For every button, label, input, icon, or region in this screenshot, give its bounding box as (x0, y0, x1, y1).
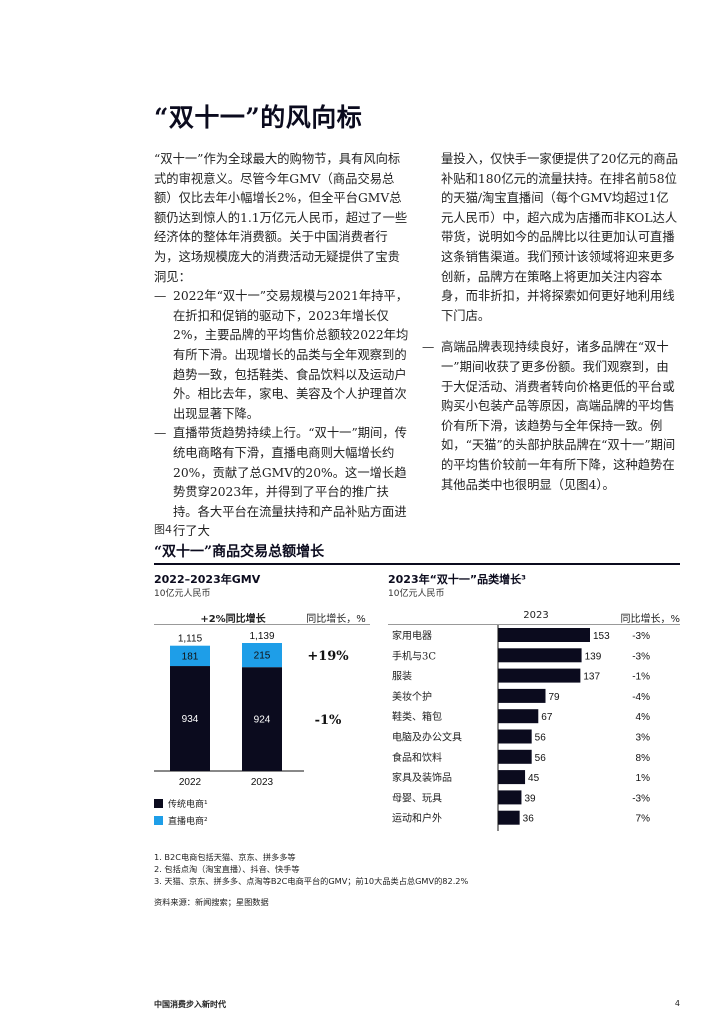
legend-swatch-livestream (154, 816, 163, 825)
category-header-rule (388, 624, 680, 625)
bullet-dash: — (154, 289, 167, 304)
category-value-label: 137 (583, 672, 600, 683)
footnote-3: 3. 天猫、京东、拼多多、点淘等B2C电商平台的GMV；前10大品类占总GMV的… (154, 876, 469, 886)
bullet-dash: — (422, 340, 435, 355)
gmv-total-label: 1,139 (249, 631, 274, 642)
gmv-yoy-value: -1% (315, 713, 342, 728)
gmv-x-tick-label: 2022 (178, 777, 202, 788)
gmv-bar-segment (242, 643, 282, 668)
source-note: 资料来源：新闻搜索；星图数据 (154, 897, 269, 907)
bullet-item: — 高端品牌表现持续良好，诸多品牌在“双十一”期间收获了更多份额。我们观察到，由于… (422, 338, 680, 495)
gmv-chart: 934 181 1,115 924 215 1,139 -1% +19% 2022 2023 (154, 625, 370, 788)
category-value-label: 36 (523, 814, 535, 825)
figure-label: 图4 (154, 523, 172, 536)
category-bar (498, 729, 532, 744)
gmv-header-rule (154, 624, 370, 625)
bullet-text: 高端品牌表现持续良好，诸多品牌在“双十一”期间收获了更多份额。我们观察到，由于大… (441, 340, 676, 492)
continued-paragraph: 量投入，仅快手一家便提供了20亿元的商品补贴和180亿元的流量扶持。在排名前58… (441, 152, 678, 323)
gmv-x-tick-label: 2023 (250, 777, 274, 788)
category-bar (498, 648, 582, 663)
category-yoy-value: 4% (636, 712, 651, 723)
category-value-label: 79 (549, 692, 561, 703)
category-yoy-header: 同比增长，% (620, 614, 680, 625)
category-chart: 家用电器 153 -3% 手机与3C 139 -3% 服装 137 -1% 美妆个护 79 -4% 鞋类… (388, 625, 680, 835)
figure-rule (154, 563, 680, 565)
category-chart-unit: 10亿元人民币 (388, 589, 445, 599)
left-column: “双十一”作为全球最大的购物节，具有风向标式的审视意义。尽管今年GMV（商品交易… (154, 150, 412, 542)
category-bar (498, 770, 526, 785)
category-label: 家具及装饰品 (392, 771, 452, 784)
gmv-yoy-value: +19% (307, 649, 349, 664)
category-value-label: 56 (535, 753, 547, 764)
gmv-bar-segment (170, 666, 210, 771)
gmv-legend: 传统电商¹ 直播电商² (154, 797, 208, 827)
category-label: 电脑及办公文具 (392, 731, 462, 744)
legend-label-traditional: 传统电商¹ (168, 800, 208, 810)
legend-label-livestream: 直播电商² (168, 817, 208, 827)
gmv-chart-svg: 934 181 1,115 924 215 1,139 -1% +19% (154, 631, 349, 772)
gmv-segment-label: 215 (254, 651, 271, 662)
category-value-label: 67 (541, 712, 553, 723)
category-year-header: 2023 (523, 610, 549, 621)
category-label: 母婴、玩具 (392, 792, 442, 804)
category-label: 服装 (392, 670, 412, 683)
category-value-label: 139 (585, 651, 602, 662)
bullet-dash: — (154, 426, 167, 441)
footnote-2: 2. 包括点淘（淘宝直播）、抖音、快手等 (154, 864, 300, 874)
category-chart-svg: 家用电器 153 -3% 手机与3C 139 -3% 服装 137 -1% 美妆个护 79 -4% 鞋类… (392, 625, 651, 831)
category-label: 手机与3C (392, 649, 436, 662)
category-yoy-value: 8% (636, 753, 651, 764)
footer-publication: 中国消费步入新时代 (154, 1000, 226, 1009)
gmv-bar-segment (170, 645, 210, 667)
legend-item-livestream: 直播电商² (154, 814, 208, 827)
gmv-chart-unit: 10亿元人民币 (154, 589, 211, 599)
intro-paragraph: “双十一”作为全球最大的购物节，具有风向标式的审视意义。尽管今年GMV（商品交易… (154, 152, 408, 284)
category-yoy-value: -4% (632, 692, 650, 703)
category-value-label: 153 (593, 631, 610, 642)
bullet-text: 2022年“双十一”交易规模与2021年持平，在折扣和促销的驱动下，2023年增… (173, 289, 409, 421)
gmv-segment-label: 181 (182, 651, 199, 662)
gmv-chart-title: 2022–2023年GMV (154, 573, 261, 586)
category-value-label: 45 (528, 773, 540, 784)
category-bar (498, 810, 520, 825)
category-label: 美妆个护 (392, 690, 432, 703)
category-value-label: 56 (535, 733, 547, 744)
category-value-label: 39 (524, 793, 536, 804)
category-yoy-value: 3% (636, 733, 651, 744)
gmv-total-label: 1,115 (178, 634, 203, 645)
category-bar (498, 668, 581, 683)
category-label: 鞋类、箱包 (392, 710, 442, 723)
category-yoy-value: 7% (636, 814, 651, 825)
category-bar (498, 688, 546, 703)
bullet-item: — 直播带货趋势持续上行。“双十一”期间，传统电商略有下滑，直播电商则大幅增长约2… (154, 424, 412, 542)
bullet-text: 直播带货趋势持续上行。“双十一”期间，传统电商略有下滑，直播电商则大幅增长约20… (173, 426, 407, 539)
footnote-1: 1. B2C电商包括天猫、京东、拼多多等 (154, 852, 296, 862)
category-yoy-value: -3% (632, 651, 650, 662)
category-label: 家用电器 (392, 629, 432, 642)
category-yoy-value: 1% (636, 773, 651, 784)
right-column: 量投入，仅快手一家便提供了20亿元的商品补贴和180亿元的流量扶持。在排名前58… (422, 150, 680, 495)
legend-swatch-traditional (154, 799, 163, 808)
category-bar (498, 749, 532, 764)
category-chart-title: 2023年“双十一”品类增长³ (388, 573, 526, 586)
category-yoy-value: -3% (632, 793, 650, 804)
gmv-bar-segment (242, 667, 282, 771)
category-yoy-value: -3% (632, 631, 650, 642)
gmv-yoy-header: 同比增长，% (306, 614, 366, 625)
page-title: “双十一”的风向标 (154, 103, 363, 132)
category-bar (498, 628, 590, 642)
figure-title: “双十一”商品交易总额增长 (154, 544, 325, 560)
bullet-item: — 2022年“双十一”交易规模与2021年持平，在折扣和促销的驱动下，2023年… (154, 287, 412, 424)
category-label: 食品和饮料 (392, 751, 442, 764)
category-label: 运动和户外 (392, 812, 442, 825)
category-bar (498, 790, 522, 805)
category-bar (498, 709, 539, 724)
gmv-segment-label: 924 (254, 715, 271, 726)
gmv-segment-label: 934 (182, 714, 199, 725)
legend-item-traditional: 传统电商¹ (154, 797, 208, 810)
gmv-growth-header: +2%同比增长 (200, 614, 266, 625)
page-number: 4 (674, 999, 680, 1008)
category-yoy-value: -1% (632, 672, 650, 683)
